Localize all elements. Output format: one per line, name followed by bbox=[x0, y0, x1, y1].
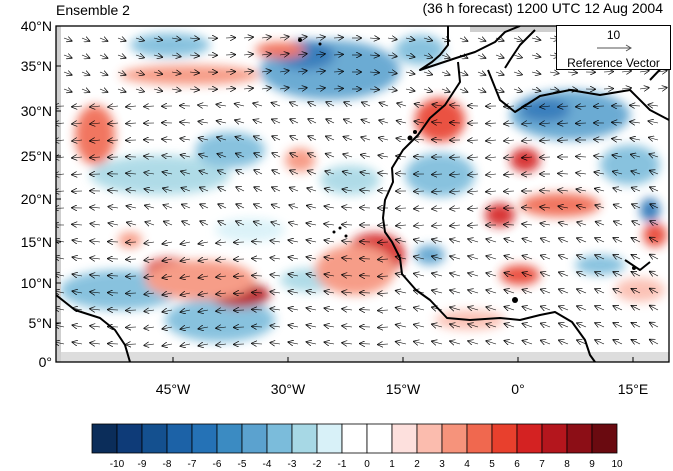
lon-label: 30°W bbox=[271, 381, 306, 397]
colorbar-tick-label: 4 bbox=[464, 459, 470, 470]
colorbar-tick-label: -3 bbox=[288, 459, 297, 470]
right-title: (36 h forecast) 1200 UTC 12 Aug 2004 bbox=[422, 0, 663, 16]
axis-ticks bbox=[56, 25, 634, 363]
colorbar-swatch bbox=[216, 423, 243, 454]
lat-label: 40°N bbox=[21, 18, 52, 34]
lat-label: 15°N bbox=[21, 234, 52, 250]
colorbar-swatch bbox=[516, 423, 543, 454]
colorbar-tick-label: -2 bbox=[313, 459, 322, 470]
colorbar-tick-label: -9 bbox=[138, 459, 147, 470]
colorbar-tick-label: -4 bbox=[263, 459, 272, 470]
colorbar-swatch bbox=[416, 423, 443, 454]
left-title: Ensemble 2 bbox=[56, 2, 130, 18]
colorbar-swatch bbox=[391, 423, 418, 454]
longitude-labels: 45°W 30°W 15°W 0° 15°E bbox=[156, 381, 648, 397]
colorbar-swatch bbox=[541, 423, 568, 454]
colorbar-tick-label: 3 bbox=[439, 459, 445, 470]
colorbar-swatch bbox=[591, 423, 618, 454]
colorbar-swatch bbox=[566, 423, 593, 454]
coastline bbox=[56, 26, 669, 362]
colorbar-swatch bbox=[491, 423, 518, 454]
colorbar-tick-label: 2 bbox=[414, 459, 420, 470]
lat-label: 30°N bbox=[21, 103, 52, 119]
islands bbox=[298, 38, 636, 303]
colorbar-swatch bbox=[141, 423, 168, 454]
reference-vector-magnitude: 10 bbox=[606, 28, 621, 42]
colorbar-swatch bbox=[191, 423, 218, 454]
colorbar-swatch bbox=[366, 423, 393, 454]
colorbar-tick-label: -10 bbox=[110, 459, 125, 470]
wind-vectors bbox=[56, 37, 667, 347]
lon-label: 45°W bbox=[156, 381, 191, 397]
colorbar-tick-label: 5 bbox=[489, 459, 495, 470]
colorbar bbox=[91, 423, 618, 454]
lat-label: 0° bbox=[39, 354, 52, 370]
colorbar-swatch bbox=[116, 423, 143, 454]
lat-label: 25°N bbox=[21, 148, 52, 164]
reference-vector-label: Reference Vector bbox=[567, 56, 660, 70]
colorbar-swatch bbox=[266, 423, 293, 454]
lat-label: 20°N bbox=[21, 191, 52, 207]
colorbar-tick-label: -6 bbox=[213, 459, 222, 470]
colorbar-swatch bbox=[91, 423, 118, 454]
colorbar-tick-label: 8 bbox=[564, 459, 570, 470]
reference-arrow-icon bbox=[597, 44, 632, 52]
colorbar-swatch bbox=[441, 423, 468, 454]
colorbar-tick-label: 7 bbox=[539, 459, 545, 470]
lon-label: 0° bbox=[511, 381, 524, 397]
colorbar-tick-label: 10 bbox=[611, 459, 623, 470]
map-plot-area bbox=[56, 26, 669, 362]
colorbar-tick-label: 9 bbox=[589, 459, 595, 470]
colorbar-swatch bbox=[341, 423, 368, 454]
colorbar-tick-label: -8 bbox=[163, 459, 172, 470]
lon-label: 15°W bbox=[386, 381, 421, 397]
latitude-labels: 40°N 35°N 30°N 25°N 20°N 15°N 10°N 5°N 0… bbox=[21, 18, 52, 370]
colorbar-tick-label: -1 bbox=[338, 459, 347, 470]
colorbar-tick-label: 6 bbox=[514, 459, 520, 470]
colorbar-swatch bbox=[291, 423, 318, 454]
lat-label: 5°N bbox=[29, 315, 53, 331]
colorbar-swatch bbox=[316, 423, 343, 454]
colorbar-swatch bbox=[166, 423, 193, 454]
lat-label: 35°N bbox=[21, 58, 52, 74]
lon-label: 15°E bbox=[618, 381, 649, 397]
colorbar-swatch bbox=[241, 423, 268, 454]
lat-label: 10°N bbox=[21, 275, 52, 291]
colorbar-tick-label: -5 bbox=[238, 459, 247, 470]
colorbar-tick-label: 0 bbox=[364, 459, 370, 470]
colorbar-tick-label: 1 bbox=[389, 459, 395, 470]
reference-vector-box: 10 Reference Vector bbox=[556, 25, 671, 70]
colorbar-tick-label: -7 bbox=[188, 459, 197, 470]
map-frame bbox=[55, 25, 670, 363]
colorbar-swatch bbox=[466, 423, 493, 454]
colorbar-labels: -10 -9 -8 -7 -6 -5 -4 -3 -2 -1 0 1 2 3 4 5 6 7 8 9 10 bbox=[110, 459, 623, 470]
